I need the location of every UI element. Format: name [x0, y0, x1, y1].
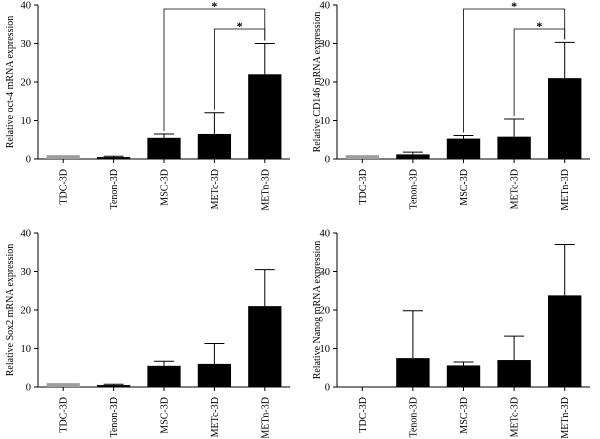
chart-panel-1: 0 10 20 30 40 Relative oct-4 mRNA expression T… — [5, 0, 290, 211]
category-label-Tenon-3D: Tenon-3D — [408, 397, 419, 437]
y-tick-label: 20 — [320, 306, 331, 317]
y-tick-label: 40 — [21, 1, 32, 12]
significance-bracket — [463, 8, 566, 133]
y-tick-label: 30 — [320, 267, 331, 278]
significance-star: * — [511, 0, 517, 13]
category-label-Tenon-3D: Tenon-3D — [408, 169, 419, 209]
bar-Tenon-3D — [396, 154, 430, 159]
y-tick-label: 10 — [320, 116, 331, 127]
y-axis-label: Relative CD146 mRNA expression — [312, 12, 323, 153]
category-label-METc-3D: METc-3D — [510, 397, 521, 437]
bar-MSC-3D — [147, 365, 181, 387]
category-label-TDC-3D: TDC-3D — [59, 397, 70, 433]
bar-METn-3D — [248, 74, 282, 159]
category-label-Tenon-3D: Tenon-3D — [109, 169, 120, 209]
y-tick-label: 20 — [21, 78, 32, 89]
category-label-MSC-3D: MSC-3D — [160, 397, 171, 434]
category-label-METc-3D: METc-3D — [510, 169, 521, 209]
y-tick-label: 20 — [320, 78, 331, 89]
bar-TDC-3D — [46, 383, 80, 387]
bar-Tenon-3D — [396, 358, 430, 387]
category-label-METn-3D: METn-3D — [560, 397, 571, 439]
category-label-METc-3D: METc-3D — [210, 169, 221, 209]
bar-METc-3D — [497, 360, 531, 387]
category-label-METn-3D: METn-3D — [560, 169, 571, 211]
bar-MSC-3D — [147, 137, 181, 159]
y-tick-label: 40 — [21, 229, 32, 240]
y-axis-label: Relative Sox2 mRNA expression — [5, 244, 16, 377]
category-label-TDC-3D: TDC-3D — [358, 169, 369, 205]
category-label-METc-3D: METc-3D — [210, 397, 221, 437]
y-tick-label: 10 — [21, 344, 32, 355]
y-tick-label: 30 — [21, 39, 32, 50]
y-tick-label: 10 — [320, 344, 331, 355]
bar-MSC-3D — [446, 138, 481, 159]
y-tick-label: 30 — [320, 39, 331, 50]
bar-Tenon-3D — [96, 157, 131, 159]
y-tick-label: 0 — [26, 383, 31, 394]
significance-star: * — [211, 0, 217, 13]
bar-METc-3D — [497, 136, 531, 159]
bar-METc-3D — [197, 133, 232, 159]
y-tick-label: 40 — [320, 229, 331, 240]
significance-star: * — [536, 19, 542, 33]
category-label-MSC-3D: MSC-3D — [160, 169, 171, 206]
significance-star: * — [237, 19, 243, 33]
y-tick-label: 20 — [21, 306, 32, 317]
y-axis-label: Relative Nanog mRNA expression — [312, 241, 323, 380]
bar-METc-3D — [197, 363, 232, 387]
category-label-METn-3D: METn-3D — [260, 397, 271, 439]
category-label-MSC-3D: MSC-3D — [459, 397, 470, 434]
category-label-TDC-3D: TDC-3D — [358, 397, 369, 433]
category-label-Tenon-3D: Tenon-3D — [109, 397, 120, 437]
bar-METn-3D — [548, 295, 582, 387]
significance-bracket — [213, 28, 266, 110]
bar-MSC-3D — [446, 365, 481, 387]
y-tick-label: 10 — [21, 116, 32, 127]
bar-Tenon-3D — [96, 385, 131, 387]
y-tick-label: 30 — [21, 267, 32, 278]
category-label-MSC-3D: MSC-3D — [459, 169, 470, 206]
y-tick-label: 0 — [325, 383, 330, 394]
category-label-TDC-3D: TDC-3D — [59, 169, 70, 205]
bar-METn-3D — [248, 306, 282, 387]
y-tick-label: 0 — [26, 155, 31, 166]
bar-TDC-3D — [345, 155, 379, 159]
y-tick-label: 40 — [320, 1, 331, 12]
y-tick-label: 0 — [325, 155, 330, 166]
category-label-METn-3D: METn-3D — [260, 169, 271, 211]
significance-bracket — [163, 8, 266, 131]
bar-METn-3D — [548, 78, 582, 159]
bar-TDC-3D — [46, 155, 80, 159]
chart-panel-3: 0 10 20 30 40 Relative Sox2 mRNA expression TD… — [5, 229, 290, 439]
significance-bracket — [513, 28, 566, 116]
y-axis-label: Relative oct-4 mRNA expression — [5, 16, 16, 148]
